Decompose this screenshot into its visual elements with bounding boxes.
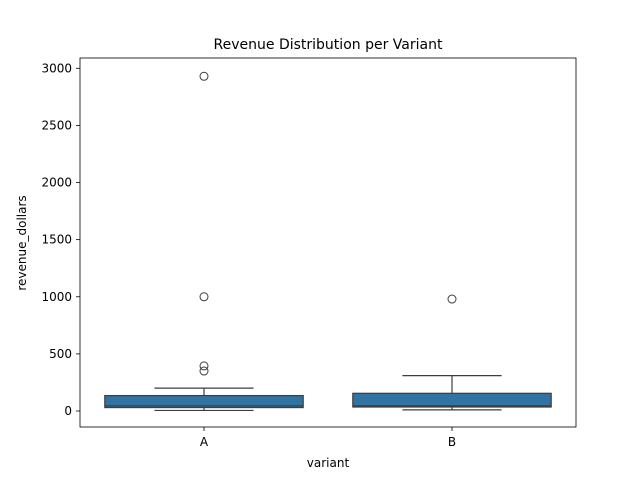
x-tick-label: A (200, 435, 209, 449)
y-tick-label: 1000 (41, 290, 72, 304)
outlier-point (199, 361, 209, 371)
y-tick-label: 0 (64, 404, 72, 418)
chart-title: Revenue Distribution per Variant (214, 37, 443, 53)
y-tick-label: 500 (49, 347, 72, 361)
y-tick-label: 2000 (41, 176, 72, 190)
box-iqr (104, 394, 304, 409)
outlier-point (447, 294, 457, 304)
y-tick-label: 1500 (41, 233, 72, 247)
plot-area: 0 500 1000 1500 2000 2500 3000 A B (41, 57, 577, 449)
box-group-a (104, 71, 304, 412)
box-group-b (352, 294, 552, 411)
outlier-point (199, 366, 209, 376)
box-iqr (352, 392, 552, 408)
x-tick-label: B (448, 435, 456, 449)
y-tick-label: 2500 (41, 118, 72, 132)
outlier-point (199, 292, 209, 302)
outlier-point (199, 71, 209, 81)
plot-frame (79, 57, 577, 428)
y-axis-title: revenue_dollars (15, 195, 29, 290)
y-tick-label: 3000 (41, 61, 72, 75)
x-axis-title: variant (307, 456, 350, 470)
